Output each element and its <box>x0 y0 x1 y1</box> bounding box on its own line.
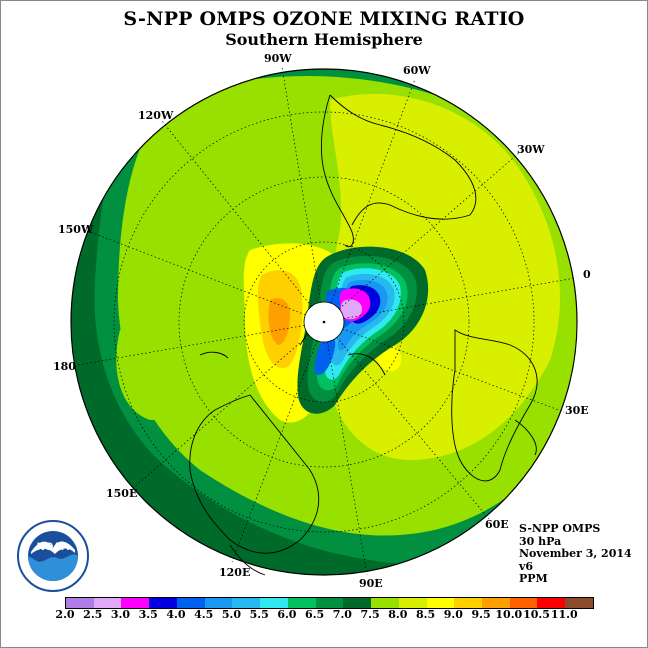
colorbar-swatch <box>66 598 94 608</box>
info-version: v6 <box>519 559 534 573</box>
map-subtitle: Southern Hemisphere <box>225 30 423 49</box>
colorbar-swatch <box>176 598 205 608</box>
coastlines <box>189 94 538 576</box>
info-date: November 3, 2014 <box>519 547 632 560</box>
lon-label-120e: 120E <box>219 566 251 579</box>
map-boundary <box>70 68 578 576</box>
colorbar-swatch <box>121 598 150 608</box>
colorbar-swatch <box>232 598 261 608</box>
colorbar-swatch <box>149 598 177 608</box>
colorbar-tick-label: 8.0 <box>388 608 408 621</box>
colorbar-swatch <box>426 598 455 608</box>
colorbar-tick-label: 8.5 <box>416 608 436 621</box>
colorbar-tick-label: 4.5 <box>194 608 214 621</box>
colorbar-swatch <box>343 598 372 608</box>
info-level: 30 hPa <box>519 534 562 548</box>
lon-label-90w: 90W <box>264 52 292 65</box>
lon-label-150e: 150E <box>106 487 138 500</box>
lon-label-180: 180 <box>53 360 76 373</box>
colorbar-swatch <box>371 598 399 608</box>
colorbar-swatch <box>482 598 510 608</box>
south-pole-marker <box>322 320 326 324</box>
colorbar-tick-label: 7.5 <box>360 608 380 621</box>
colorbar-tick-label: 9.5 <box>471 608 491 621</box>
lon-label-0: 0 <box>583 268 591 281</box>
colorbar-tick-label: 11.0 <box>550 608 578 621</box>
lon-label-120w: 120W <box>138 109 174 122</box>
colorbar-swatch <box>537 598 566 608</box>
colorbar-swatch <box>398 598 427 608</box>
colorbar-tick-label: 5.0 <box>221 608 241 621</box>
colorbar-tick-label: 2.5 <box>83 608 103 621</box>
colorbar-swatch <box>454 598 483 608</box>
colorbar-tick-label: 7.0 <box>332 608 352 621</box>
map-title: S-NPP OMPS OZONE MIXING RATIO <box>123 8 525 30</box>
colorbar-tick-label: 6.5 <box>305 608 325 621</box>
noaa-logo-text: NOAA <box>37 541 69 553</box>
colorbar-swatch <box>93 598 122 608</box>
lon-label-30e: 30E <box>565 404 589 417</box>
colorbar <box>65 597 594 609</box>
colorbar-tick-label: 6.0 <box>277 608 297 621</box>
lon-label-60w: 60W <box>403 64 431 77</box>
ozone-field <box>71 69 577 575</box>
colorbar-swatch <box>565 598 593 608</box>
lon-label-30w: 30W <box>517 143 545 156</box>
colorbar-swatch <box>315 598 344 608</box>
graticule <box>71 66 576 576</box>
colorbar-tick-label: 10.0 <box>495 608 523 621</box>
info-units: PPM <box>519 572 548 585</box>
info-instrument: S-NPP OMPS <box>519 522 601 535</box>
colorbar-tick-label: 2.0 <box>55 608 75 621</box>
product-info: S-NPP OMPS 30 hPa November 3, 2014 v6 PP… <box>519 522 632 586</box>
colorbar-tick-label: 3.0 <box>110 608 131 621</box>
colorbar-tick-label: 4.0 <box>166 608 186 621</box>
noaa-logo: NOAA <box>17 520 89 592</box>
lon-label-150w: 150W <box>58 223 94 236</box>
colorbar-ticks: 2.0 2.5 3.0 3.5 4.0 4.5 5.0 5.5 6.0 6.5 7.0 7.5 8.0 8… <box>0 608 648 624</box>
lon-label-60e: 60E <box>485 518 509 531</box>
colorbar-swatch <box>509 598 538 608</box>
lon-label-90e: 90E <box>359 577 383 590</box>
colorbar-swatch <box>204 598 233 608</box>
colorbar-tick-label: 10.5 <box>523 608 550 621</box>
colorbar-tick-label: 5.5 <box>249 608 269 621</box>
colorbar-tick-label: 9.0 <box>443 608 463 621</box>
colorbar-swatch <box>260 598 288 608</box>
colorbar-tick-label: 3.5 <box>138 608 158 621</box>
colorbar-swatch <box>287 598 316 608</box>
